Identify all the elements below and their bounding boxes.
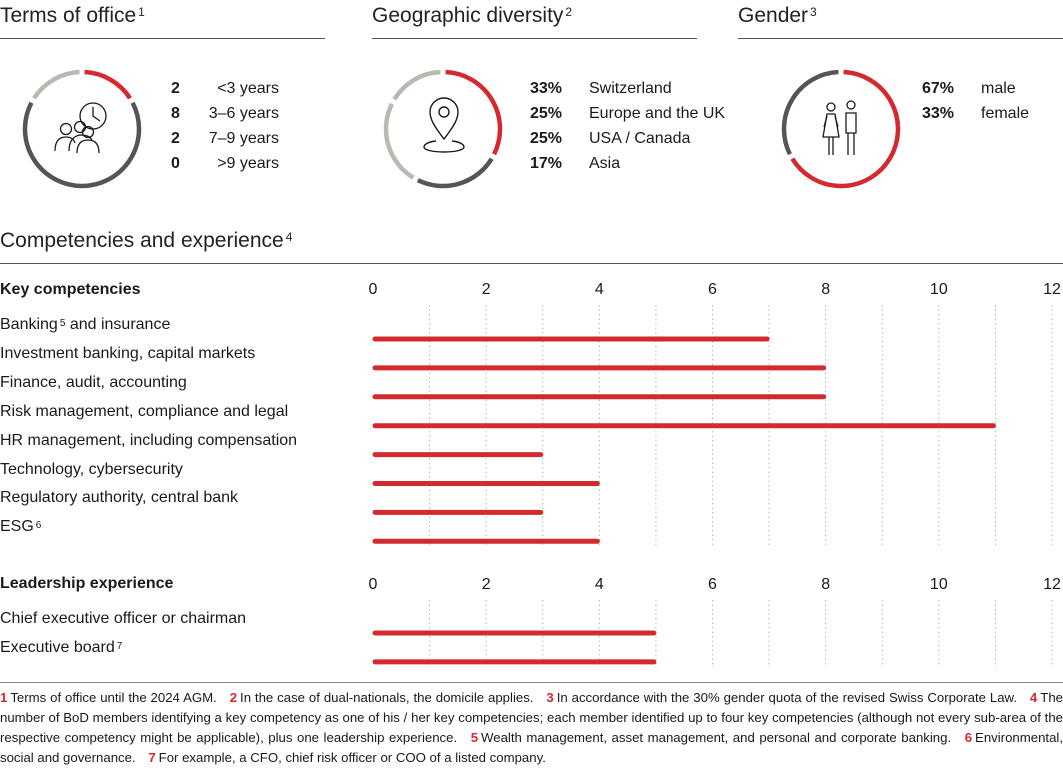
donut-slice-europe-and-the-uk	[416, 157, 494, 189]
terms-legend-label: 3–6 years	[208, 105, 279, 122]
footnote: 5 Wealth management, asset management, an…	[471, 730, 951, 745]
gender-legend-label: female	[981, 105, 1030, 122]
leadership-experience-heading: Leadership experience	[0, 575, 174, 592]
footnote: 3 In accordance with the 30% gender quota…	[546, 690, 1017, 705]
key-competencies-heading: Key competencies	[0, 281, 141, 298]
footnote-text: In accordance with the 30% gender quota …	[556, 690, 1018, 705]
gender-rule	[738, 38, 1063, 39]
gender-legend-label: male	[981, 80, 1016, 97]
leadership-tick-label: 10	[929, 576, 948, 593]
leadership-tick-label: 12	[1043, 576, 1061, 593]
key-competencies-category-label: HR management, including compensation	[0, 431, 298, 449]
geo-legend-value: 33%	[530, 80, 563, 97]
terms-legend-value: 0	[171, 155, 180, 172]
footnote: 4 The number of BoD members identifying a…	[0, 690, 1063, 745]
footnote-text: Environmental, social and governance.	[0, 730, 1063, 765]
geo-title: Geographic diversity 2	[372, 4, 573, 27]
terms-legend-label: >9 years	[217, 155, 279, 172]
terms-donut-chart	[22, 69, 142, 189]
footnote-number: 7	[148, 750, 156, 765]
footnote-number: 5	[470, 730, 479, 745]
geo-legend-value: 25%	[530, 130, 563, 147]
footnote-number: 6	[964, 730, 973, 745]
key-competencies-tick-label: 2	[481, 281, 491, 298]
footnote-text: For example, a CFO, chief risk officer o…	[158, 750, 546, 765]
key-competencies-tick-label: 4	[594, 281, 604, 298]
gender-donut-chart	[781, 69, 901, 189]
terms-legend-value: 2	[171, 130, 180, 147]
footnote-rule	[0, 682, 1063, 683]
geo-legend-label: USA / Canada	[589, 130, 691, 147]
gender-legend-value: 67%	[922, 80, 955, 97]
gender-legend-value: 33%	[922, 105, 955, 122]
donut-slice-3-6-years	[22, 101, 142, 189]
woman-man-icon	[822, 100, 857, 155]
donut-slice-male	[790, 69, 901, 189]
footnote: 1 Terms of office until the 2024 AGM.	[0, 690, 217, 705]
key-competencies-tick-label: 6	[708, 281, 717, 298]
geo-donut-chart	[383, 69, 503, 189]
donut-slice-asia	[392, 69, 441, 101]
footnote-number: 1	[0, 690, 8, 705]
leadership-tick-label: 2	[481, 576, 491, 593]
key-competencies-tick-label: 10	[929, 281, 948, 298]
leadership-category-label: Executive board 7	[0, 638, 123, 656]
key-competencies-category-label: Banking 5 and insurance	[0, 316, 171, 333]
footnotes: 1 Terms of office until the 2024 AGM. 2 In…	[0, 688, 1063, 768]
donut-slice-7-9-years	[32, 69, 80, 100]
geo-legend-label: Asia	[589, 155, 621, 172]
leadership-tick-label: 6	[708, 576, 717, 593]
donut-slice-switzerland	[445, 69, 503, 156]
footnote: 6 Environmental, social and governance.	[0, 730, 1063, 765]
key-competencies-tick-label: 0	[368, 281, 378, 298]
board-members-clock-icon	[54, 102, 107, 154]
key-competencies-category-label: ESG 6	[0, 518, 42, 536]
key-competencies-bar-chart	[372, 305, 1053, 548]
geo-legend-label: Switzerland	[589, 80, 672, 97]
geo-legend-value: 17%	[530, 155, 563, 172]
footnote: 7 For example, a CFO, chief risk officer …	[148, 750, 546, 765]
key-competencies-category-label: Finance, audit, accounting	[0, 373, 187, 391]
location-pin-icon	[423, 97, 465, 153]
leadership-category-label: Chief executive officer or chairman	[0, 610, 247, 627]
key-competencies-tick-label: 12	[1043, 281, 1061, 298]
gender-title: Gender 3	[738, 4, 817, 27]
terms-legend-value: 8	[171, 105, 180, 122]
donut-slice--3-years	[84, 69, 132, 100]
footnote-text: Terms of office until the 2024 AGM.	[10, 690, 217, 705]
key-competencies-category-label: Risk management, compliance and legal	[0, 402, 289, 420]
leadership-bar-chart	[372, 600, 1053, 668]
terms-legend-label: <3 years	[217, 80, 279, 97]
terms-rule	[0, 38, 325, 39]
terms-title: Terms of office 1	[0, 4, 145, 27]
leadership-tick-label: 4	[594, 576, 604, 593]
terms-legend-value: 2	[171, 80, 180, 97]
geo-rule	[372, 38, 697, 39]
donut-slice-usa-canada	[383, 102, 415, 180]
footnote: 2 In the case of dual-nationals, the domi…	[230, 690, 534, 705]
footnote-number: 3	[546, 690, 554, 705]
footnote-number: 4	[1029, 690, 1038, 705]
footnote-text: Wealth management, asset management, and…	[481, 730, 952, 745]
key-competencies-tick-label: 8	[821, 281, 831, 298]
donut-slice-female	[781, 69, 839, 156]
key-competencies-category-label: Technology, cybersecurity	[0, 460, 183, 478]
leadership-tick-label: 0	[368, 576, 378, 593]
competencies-title: Competencies and experience 4	[0, 229, 293, 252]
competencies-rule	[0, 263, 1063, 264]
geo-legend-value: 25%	[530, 105, 563, 122]
footnote-text: In the case of dual-nationals, the domic…	[240, 690, 534, 705]
footnote-number: 2	[229, 690, 238, 705]
geo-legend-label: Europe and the UK	[589, 105, 726, 122]
leadership-tick-label: 8	[821, 576, 831, 593]
terms-legend-label: 7–9 years	[208, 130, 279, 147]
key-competencies-category-label: Investment banking, capital markets	[0, 344, 256, 362]
footnote-text: The number of BoD members identifying a …	[0, 690, 1063, 745]
key-competencies-category-label: Regulatory authority, central bank	[0, 489, 239, 507]
